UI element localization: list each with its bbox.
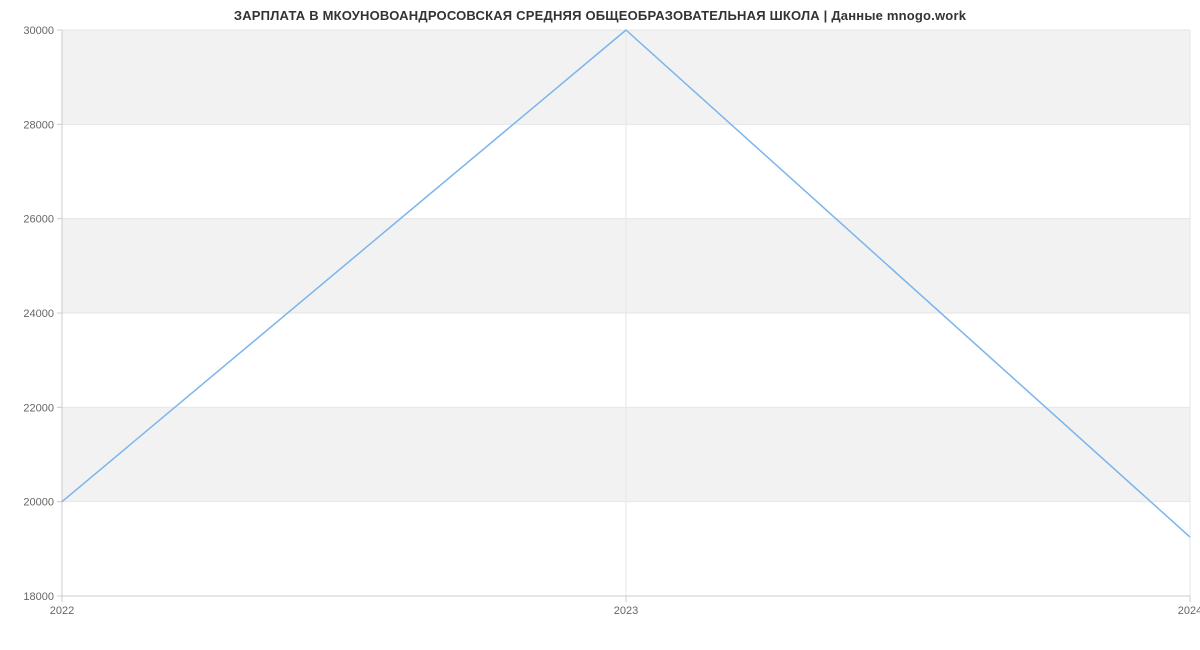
y-tick-label: 24000: [23, 308, 54, 320]
y-tick-label: 30000: [23, 25, 54, 37]
y-tick-label: 20000: [23, 497, 54, 509]
x-tick-label: 2023: [614, 605, 638, 617]
chart-svg: 18000 20000 22000 24000 26000 28000 30000 2022 2…: [0, 0, 1200, 650]
y-tick-label: 22000: [23, 402, 54, 414]
y-tick-label: 26000: [23, 214, 54, 226]
x-tick-label: 2022: [50, 605, 74, 617]
x-tick-label: 2024: [1178, 605, 1200, 617]
salary-line-chart: ЗАРПЛАТА В МКОУНОВОАНДРОСОВСКАЯ СРЕДНЯЯ …: [0, 0, 1200, 650]
y-tick-label: 28000: [23, 119, 54, 131]
y-tick-label: 18000: [23, 591, 54, 603]
